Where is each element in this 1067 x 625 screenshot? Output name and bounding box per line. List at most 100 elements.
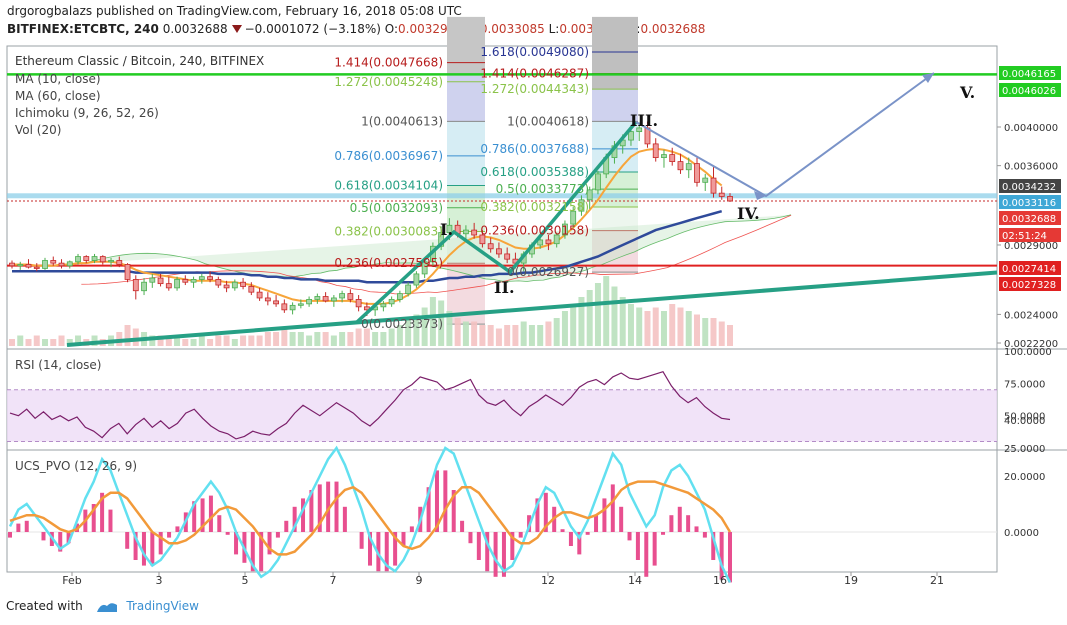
- pvo-histogram-bar: [225, 532, 230, 535]
- candle-body: [174, 279, 180, 289]
- volume-bar: [619, 297, 626, 346]
- chart-frame: [6, 45, 998, 573]
- candle-body: [157, 277, 164, 285]
- fib-label-right: 1(0.0040618): [507, 114, 589, 128]
- volume-bar: [727, 325, 733, 346]
- pvo-histogram-bar: [694, 526, 699, 532]
- candle-body: [149, 277, 156, 283]
- candle-body: [347, 293, 354, 300]
- volume-bar: [710, 318, 717, 346]
- candle-body: [570, 210, 577, 225]
- candle-body: [248, 286, 255, 293]
- volume-bar: [660, 311, 667, 346]
- price-tag-label: 0.0046165: [1002, 69, 1056, 80]
- candle-body: [297, 303, 304, 306]
- fib-band-left: [447, 121, 485, 186]
- volume-bar: [677, 307, 684, 346]
- pvo-histogram-bar: [24, 520, 29, 532]
- candle-body: [240, 281, 246, 287]
- volume-bar: [669, 304, 676, 346]
- volume-bar: [421, 307, 428, 346]
- candle-body: [182, 279, 189, 283]
- volume-bar: [520, 321, 527, 346]
- volume-bar: [636, 307, 643, 346]
- footer: Created with TradingView: [6, 599, 199, 614]
- pvo-histogram-bar: [250, 532, 255, 572]
- candle-body: [207, 276, 213, 280]
- pvo-histogram-bar: [267, 532, 272, 555]
- pvo-histogram-bar: [275, 532, 280, 538]
- volume-bar: [281, 328, 288, 346]
- wave-label-4: IV.: [737, 204, 760, 223]
- volume-bar: [33, 335, 40, 346]
- candle-body: [636, 127, 643, 133]
- pvo-histogram-bar: [133, 532, 138, 560]
- close-value: 0.0032688: [640, 22, 706, 36]
- volume-bar: [685, 311, 692, 346]
- y-tick-label: 0.0040000: [1004, 123, 1058, 134]
- candle-body: [75, 256, 81, 263]
- pvo-signal-line: [9, 480, 732, 556]
- fib-label-left: 0.5(0.0032093): [350, 201, 443, 215]
- volume-bar: [388, 328, 395, 346]
- pvo-histogram-bar: [284, 520, 289, 532]
- volume-bar: [454, 318, 461, 346]
- volume-bar: [215, 335, 222, 346]
- volume-bar: [644, 311, 651, 346]
- price-tag: [999, 211, 1061, 225]
- pvo-histogram-bar: [619, 506, 624, 532]
- rsi-tick-label: 50.0000: [1004, 412, 1045, 423]
- pvo-histogram-bar: [326, 481, 331, 532]
- symbol-label: BITFINEX:ETCBTC, 240: [7, 22, 159, 36]
- fib-label-left: 1.272(0.0045248): [334, 75, 443, 89]
- pvo-histogram-bar: [58, 532, 63, 552]
- volume-bar: [240, 335, 247, 346]
- volume-bar: [91, 335, 98, 346]
- pvo-histogram-bar: [208, 495, 213, 532]
- x-tick-label: 14: [628, 574, 642, 587]
- volume-bar: [471, 321, 478, 346]
- pvo-histogram-bar: [167, 532, 172, 538]
- low-label: L:: [548, 22, 560, 36]
- pvo-histogram-bar: [292, 506, 297, 532]
- candle-body: [628, 131, 634, 141]
- pvo-tick-label: 40.0000: [1004, 416, 1045, 427]
- projection-path: [635, 72, 935, 198]
- pvo-histogram-bar: [460, 520, 465, 532]
- pvo-tick-label: 20.0000: [1004, 472, 1045, 483]
- legend-item: Vol (20): [15, 123, 61, 137]
- pvo-histogram-bar: [476, 532, 481, 560]
- pvo-histogram-bar: [518, 532, 523, 538]
- tradingview-brand-link[interactable]: TradingView: [126, 599, 199, 613]
- pvo-histogram-bar: [485, 532, 490, 572]
- pvo-histogram-bar: [200, 498, 205, 532]
- pvo-histogram-bar: [669, 515, 674, 532]
- candle-body: [66, 261, 73, 267]
- candle-body: [264, 297, 271, 302]
- pvo-histogram-bar: [443, 470, 448, 532]
- volume-bar: [537, 325, 544, 346]
- fib-label-left: 0.236(0.0027595): [334, 256, 443, 270]
- rsi-title: RSI (14, close): [15, 358, 101, 372]
- volume-bar: [66, 339, 73, 346]
- volume-bar: [330, 335, 337, 346]
- volume-bar: [396, 325, 403, 346]
- fib-label-right: 0.5(0.0033773): [496, 182, 589, 196]
- volume-bar: [355, 328, 362, 346]
- pvo-histogram-bar: [100, 492, 105, 532]
- volume-bar: [446, 311, 453, 346]
- candle-body: [190, 279, 197, 283]
- pvo-histogram-bar: [585, 532, 590, 535]
- price-tag: [999, 179, 1061, 193]
- down-arrow-icon: [231, 25, 242, 33]
- y-tick-label: 0.0036000: [1004, 162, 1058, 173]
- pvo-tick-label: 0.0000: [1004, 528, 1039, 539]
- fib-label-left: 0.618(0.0034104): [334, 179, 443, 193]
- volume-bar: [372, 332, 379, 346]
- candle-body: [50, 260, 57, 264]
- x-tick-label: 5: [242, 574, 249, 587]
- fib-label-right: 0.236(0.0030158): [480, 224, 589, 238]
- fib-label-right: 0(0.0026927): [507, 265, 589, 279]
- candle-body: [108, 260, 114, 263]
